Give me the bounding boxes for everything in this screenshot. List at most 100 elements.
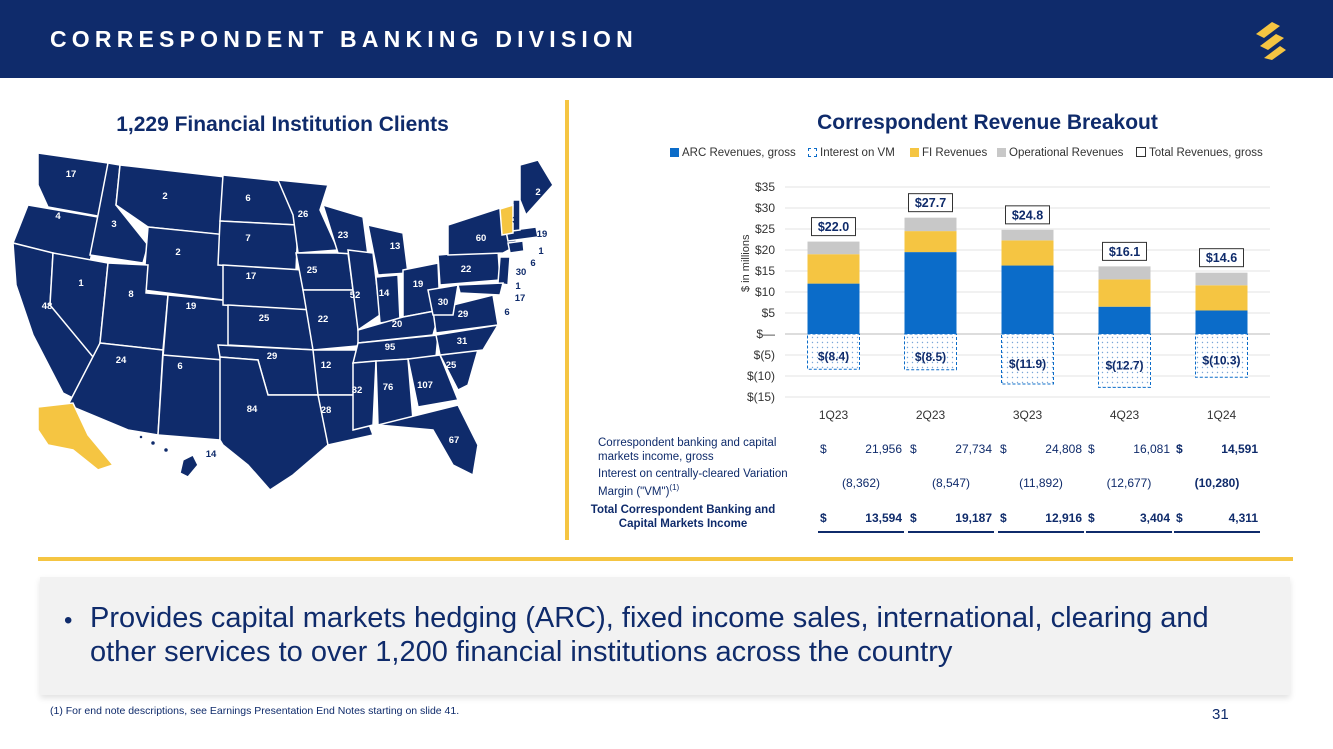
cell-value: 3,404	[1139, 511, 1170, 525]
state-nj	[497, 256, 511, 286]
count-nj: 30	[516, 267, 527, 278]
count-me: 2	[535, 187, 540, 198]
count-dc: 6	[504, 307, 509, 318]
count-ga: 107	[417, 380, 433, 391]
bar-arc	[807, 283, 860, 334]
count-nc: 31	[457, 336, 468, 347]
total-underline	[1174, 531, 1260, 533]
count-ct: 6	[530, 258, 535, 269]
currency-symbol: $	[1176, 442, 1183, 456]
bar-fi	[904, 231, 957, 253]
x-tick-label: 4Q23	[1110, 408, 1140, 422]
currency-symbol: $	[1176, 511, 1183, 525]
count-id: 3	[111, 219, 116, 230]
company-logo-icon	[1256, 22, 1286, 60]
count-in: 14	[379, 288, 390, 299]
bar-operational	[904, 217, 957, 232]
count-ms: 32	[352, 385, 363, 396]
legend-swatch-fi	[910, 148, 919, 157]
count-il: 52	[350, 290, 361, 301]
cell-value: (11,892)	[1019, 476, 1063, 490]
bar-arc	[904, 252, 957, 334]
state-wy	[142, 226, 229, 301]
y-tick-label: $15	[755, 264, 775, 278]
cell-value: (8,547)	[931, 476, 971, 490]
bar-operational	[1001, 229, 1054, 241]
currency-symbol: $	[1000, 442, 1007, 456]
page-title: CORRESPONDENT BANKING DIVISION	[50, 26, 638, 52]
summary-text: Provides capital markets hedging (ARC), …	[90, 602, 1209, 668]
cell-value: (10,280)	[1194, 476, 1240, 490]
count-az: 24	[116, 355, 127, 366]
income-table: Correspondent banking and capital market…	[570, 430, 1290, 540]
cell-value: (8,362)	[841, 476, 881, 490]
map-title: 1,229 Financial Institution Clients	[116, 113, 449, 136]
count-or: 4	[55, 211, 61, 222]
bar-fi	[1098, 279, 1151, 307]
total-data-label: $22.0	[818, 220, 849, 234]
bar-operational	[807, 241, 860, 255]
y-tick-label: $(5)	[754, 348, 775, 362]
revenue-chart: $35 $30 $25 $20 $15 $10 $5 $— $(5) $(10) $(15) $(8.…	[747, 180, 1270, 422]
count-tn: 95	[385, 342, 396, 353]
count-ks: 25	[259, 313, 270, 324]
legend-swatch-vm	[808, 148, 817, 157]
count-ok: 29	[267, 351, 278, 362]
currency-symbol: $	[1088, 511, 1095, 525]
total-underline	[998, 531, 1084, 533]
y-tick-label: $(15)	[747, 390, 775, 404]
cell-value: 27,734	[955, 442, 992, 456]
y-tick-label: $5	[762, 306, 776, 320]
bar-operational	[1195, 272, 1248, 286]
cell-value: 21,956	[865, 442, 902, 456]
state-ms	[352, 360, 377, 431]
bar-arc	[1001, 265, 1054, 334]
legend-item-vm: Interest on VM	[808, 147, 895, 159]
state-ct	[507, 240, 525, 254]
currency-symbol: $	[910, 442, 917, 456]
cell-value: 12,916	[1045, 511, 1082, 525]
count-de: 1	[515, 281, 521, 292]
count-ia: 25	[307, 265, 318, 276]
cell-value: 19,187	[955, 511, 992, 525]
count-sd: 7	[245, 233, 250, 244]
vm-data-label: $(11.9)	[1009, 357, 1046, 371]
cell-value: 16,081	[1133, 442, 1170, 456]
currency-symbol: $	[1088, 442, 1095, 456]
count-wi: 23	[338, 230, 349, 241]
total-underline	[818, 531, 904, 533]
legend-swatch-ops	[997, 148, 1006, 157]
count-ut: 8	[128, 289, 133, 300]
count-pa: 22	[461, 264, 472, 275]
state-ak	[37, 402, 115, 471]
chart-legend: ARC Revenues, gross Interest on VM FI Re…	[670, 147, 1290, 163]
count-nd: 6	[245, 193, 250, 204]
currency-symbol: $	[1000, 511, 1007, 525]
state-wa	[37, 152, 109, 218]
total-data-label: $14.6	[1206, 251, 1237, 265]
count-wy: 2	[175, 247, 180, 258]
count-ca: 48	[42, 301, 53, 312]
y-tick-label: $20	[755, 243, 775, 257]
state-me	[519, 159, 554, 217]
count-mt: 2	[162, 191, 167, 202]
y-tick-label: $35	[755, 180, 775, 194]
count-va: 29	[458, 309, 469, 320]
legend-item-total: Total Revenues, gross	[1136, 147, 1263, 159]
header-bar: CORRESPONDENT BANKING DIVISION	[0, 0, 1333, 78]
legend-item-ops: Operational Revenues	[997, 147, 1123, 159]
total-data-label: $16.1	[1109, 245, 1140, 259]
row-label-gross: Correspondent banking and capital market…	[598, 437, 777, 463]
cell-value: (12,677)	[1106, 476, 1152, 490]
vm-data-label: $(10.3)	[1202, 354, 1240, 368]
state-fl	[377, 404, 479, 477]
bar-vm	[807, 333, 860, 370]
bar-vm	[1001, 333, 1054, 385]
state-az	[66, 342, 164, 436]
count-wv: 30	[438, 297, 449, 308]
state-va	[432, 294, 499, 334]
row-label-total: Total Correspondent Banking and Capital …	[590, 504, 776, 530]
state-hi	[179, 453, 199, 478]
state-sd	[217, 220, 299, 271]
cell-value: 14,591	[1221, 442, 1258, 456]
